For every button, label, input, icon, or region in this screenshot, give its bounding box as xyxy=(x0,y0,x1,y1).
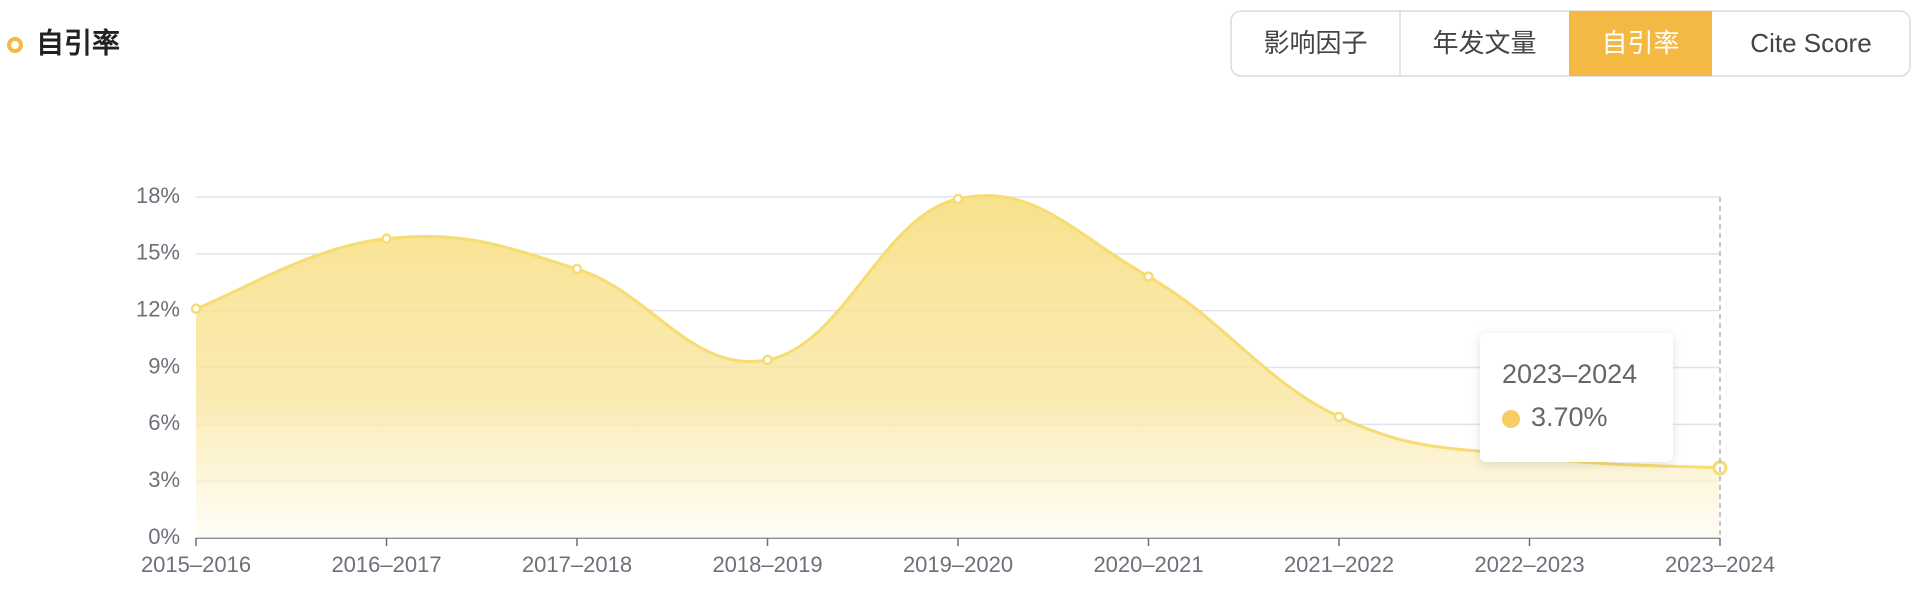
data-point xyxy=(1333,411,1345,423)
title-dot xyxy=(7,37,23,53)
tooltip-title: 2023–2024 xyxy=(1502,359,1637,389)
tab-label[interactable]: 影响因子 xyxy=(1263,28,1367,58)
tooltip-marker xyxy=(1502,410,1520,428)
x-tick-label: 2019–2020 xyxy=(903,552,1013,577)
tab-label[interactable]: 年发文量 xyxy=(1432,28,1536,58)
data-point xyxy=(571,263,583,275)
x-tick-label: 2022–2023 xyxy=(1474,552,1584,577)
y-tick-label: 15% xyxy=(136,240,180,265)
data-point xyxy=(381,233,392,244)
data-point xyxy=(1143,271,1154,282)
data-point xyxy=(762,354,773,366)
tab-active-bg xyxy=(1569,11,1712,76)
tab[interactable]: 影响因子 xyxy=(1263,28,1367,58)
y-tick-label: 3% xyxy=(148,467,180,492)
tab-label[interactable]: Cite Score xyxy=(1750,28,1871,58)
y-tick-label: 0% xyxy=(148,524,180,549)
section-title: 自引率 xyxy=(36,26,120,58)
y-tick-label: 6% xyxy=(148,410,180,435)
area-line xyxy=(195,194,1721,470)
x-tick-label: 2018–2019 xyxy=(712,552,822,577)
x-tick-label: 2023–2024 xyxy=(1665,552,1775,577)
x-tick-label: 2017–2018 xyxy=(522,552,632,577)
area-fill xyxy=(196,195,1720,538)
y-tick-label: 9% xyxy=(148,353,180,378)
tab[interactable]: Cite Score xyxy=(1750,28,1871,58)
data-point xyxy=(190,303,202,315)
x-tick-label: 2020–2021 xyxy=(1093,552,1203,577)
tab[interactable]: 年发文量 xyxy=(1399,11,1537,76)
x-tick-label: 2021–2022 xyxy=(1284,552,1394,577)
tooltip-value: 3.70% xyxy=(1531,402,1608,432)
tab[interactable]: 自引率 xyxy=(1569,11,1712,76)
x-tick-label: 2015–2016 xyxy=(141,552,251,577)
data-point xyxy=(952,193,964,205)
y-tick-label: 12% xyxy=(136,296,180,321)
y-tick-label: 18% xyxy=(136,183,180,208)
x-tick-label: 2016–2017 xyxy=(331,552,441,577)
tab-label[interactable]: 自引率 xyxy=(1601,28,1679,58)
tooltip: 2023–2024 3.70% xyxy=(1480,333,1673,462)
tooltip-box xyxy=(1480,333,1673,462)
